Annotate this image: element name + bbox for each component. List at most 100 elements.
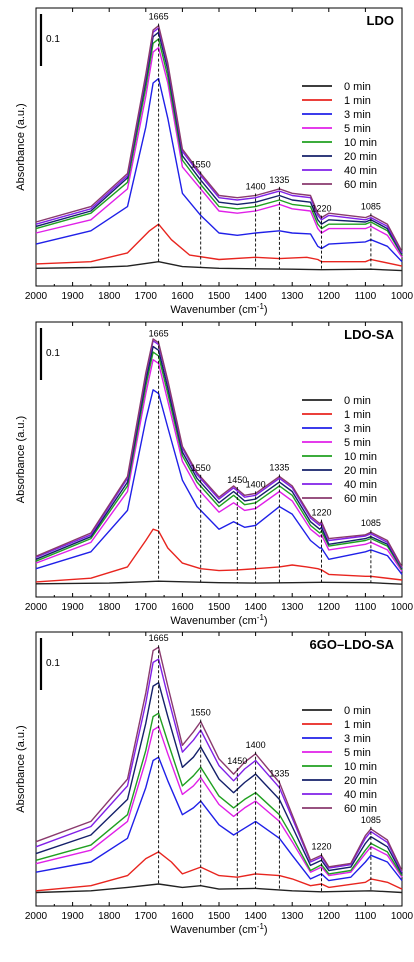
x-tick-label: 1700 [135, 911, 158, 922]
legend-entry: 40 min [344, 789, 377, 801]
peak-label: 1335 [269, 175, 289, 185]
peak-label: 1220 [311, 204, 331, 214]
series-line-60-min [35, 338, 403, 568]
peak-label: 1400 [246, 182, 266, 192]
x-tick-label: 1900 [61, 911, 84, 922]
peak-label: 1665 [149, 633, 169, 643]
scale-bar-label: 0.1 [46, 348, 60, 359]
x-tick-label: 1800 [98, 602, 121, 613]
x-tick-label: 1200 [318, 911, 341, 922]
series-line-10-min [35, 351, 403, 571]
series-line-1-min [35, 223, 403, 267]
x-axis-label: Wavenumber (cm-1) [170, 922, 267, 936]
x-tick-label: 1300 [281, 602, 304, 613]
legend-entry: 0 min [344, 81, 371, 93]
peak-label: 1335 [269, 462, 289, 472]
legend-entry: 1 min [344, 719, 371, 731]
legend-entry: 20 min [344, 775, 377, 787]
peak-label: 1335 [269, 769, 289, 779]
legend-entry: 20 min [344, 151, 377, 163]
series-line-60-min [35, 646, 403, 872]
x-tick-label: 1300 [281, 911, 304, 922]
legend-entry: 3 min [344, 423, 371, 435]
legend-entry: 40 min [344, 165, 377, 177]
x-tick-label: 1700 [135, 291, 158, 302]
legend-entry: 0 min [344, 705, 371, 717]
series-line-5-min [35, 726, 403, 878]
panel-title: 6GO–LDO-SA [309, 637, 394, 652]
x-tick-label: 1600 [171, 291, 194, 302]
legend-entry: 10 min [344, 761, 377, 773]
y-axis-label: Absorbance (a.u.) [15, 725, 27, 812]
legend-entry: 5 min [344, 437, 371, 449]
peak-label: 1085 [361, 201, 381, 211]
series-line-0-min [35, 580, 403, 585]
legend-entry: 3 min [344, 733, 371, 745]
peak-label: 1400 [246, 740, 266, 750]
series-line-3-min [35, 77, 403, 263]
x-tick-label: 1000 [391, 291, 414, 302]
series-line-10-min [35, 712, 403, 876]
peak-label: 1085 [361, 815, 381, 825]
peak-label: 1085 [361, 518, 381, 528]
y-axis-label: Absorbance (a.u.) [15, 416, 27, 503]
peak-label: 1220 [311, 508, 331, 518]
x-axis-label: Wavenumber (cm-1) [170, 613, 267, 627]
legend-entry: 10 min [344, 451, 377, 463]
x-tick-label: 1300 [281, 291, 304, 302]
peak-label: 1450 [227, 756, 247, 766]
x-tick-label: 1000 [391, 911, 414, 922]
x-tick-label: 1400 [244, 291, 267, 302]
series-line-20-min [35, 31, 403, 255]
panel-3: 2000 1900 1800 1700 1600 1500 1400 1300 1200 1100… [15, 631, 414, 936]
legend-entry: 20 min [344, 465, 377, 477]
peak-label: 1550 [191, 463, 211, 473]
x-tick-label: 1400 [244, 911, 267, 922]
x-tick-label: 2000 [25, 602, 48, 613]
legend-entry: 60 min [344, 803, 377, 815]
x-tick-label: 1100 [355, 291, 377, 302]
peak-label: 1220 [311, 841, 331, 851]
x-tick-label: 1000 [391, 602, 414, 613]
peak-label: 1665 [149, 329, 169, 339]
peak-label: 1550 [191, 159, 211, 169]
series-line-20-min [35, 682, 403, 875]
x-axis-label: Wavenumber (cm-1) [170, 302, 267, 316]
series-line-1-min [35, 851, 403, 892]
x-tick-label: 2000 [25, 291, 48, 302]
x-tick-label: 1200 [318, 291, 341, 302]
peak-label: 1550 [191, 708, 211, 718]
series-line-0-min [35, 883, 403, 894]
x-tick-label: 1600 [171, 911, 194, 922]
x-tick-label: 1200 [318, 602, 341, 613]
x-tick-label: 1100 [355, 911, 377, 922]
x-tick-label: 1800 [98, 911, 121, 922]
legend-entry: 1 min [344, 409, 371, 421]
panel-title: LDO-SA [344, 327, 394, 342]
series-line-3-min [35, 756, 403, 882]
panel-1: 2000 1900 1800 1700 1600 1500 1400 1300 1200 1100… [15, 7, 414, 316]
x-tick-label: 1900 [61, 602, 84, 613]
legend-entry: 0 min [344, 395, 371, 407]
x-tick-label: 1100 [355, 602, 377, 613]
x-tick-label: 1800 [98, 291, 121, 302]
legend-entry: 5 min [344, 747, 371, 759]
panel-2: 2000 1900 1800 1700 1600 1500 1400 1300 1200 1100… [15, 321, 414, 627]
x-tick-label: 1900 [61, 291, 84, 302]
legend-entry: 60 min [344, 493, 377, 505]
series-line-5-min [35, 47, 403, 258]
series-line-10-min [35, 38, 403, 256]
x-tick-label: 1500 [208, 291, 231, 302]
series-line-20-min [35, 345, 403, 570]
x-tick-label: 1500 [208, 911, 231, 922]
panel-title: LDO [367, 13, 394, 28]
x-tick-label: 2000 [25, 911, 48, 922]
legend-entry: 1 min [344, 95, 371, 107]
series-line-40-min [35, 658, 403, 873]
x-tick-label: 1600 [171, 602, 194, 613]
series-line-3-min [35, 389, 403, 575]
scale-bar-label: 0.1 [46, 658, 60, 669]
series-line-5-min [35, 359, 403, 572]
